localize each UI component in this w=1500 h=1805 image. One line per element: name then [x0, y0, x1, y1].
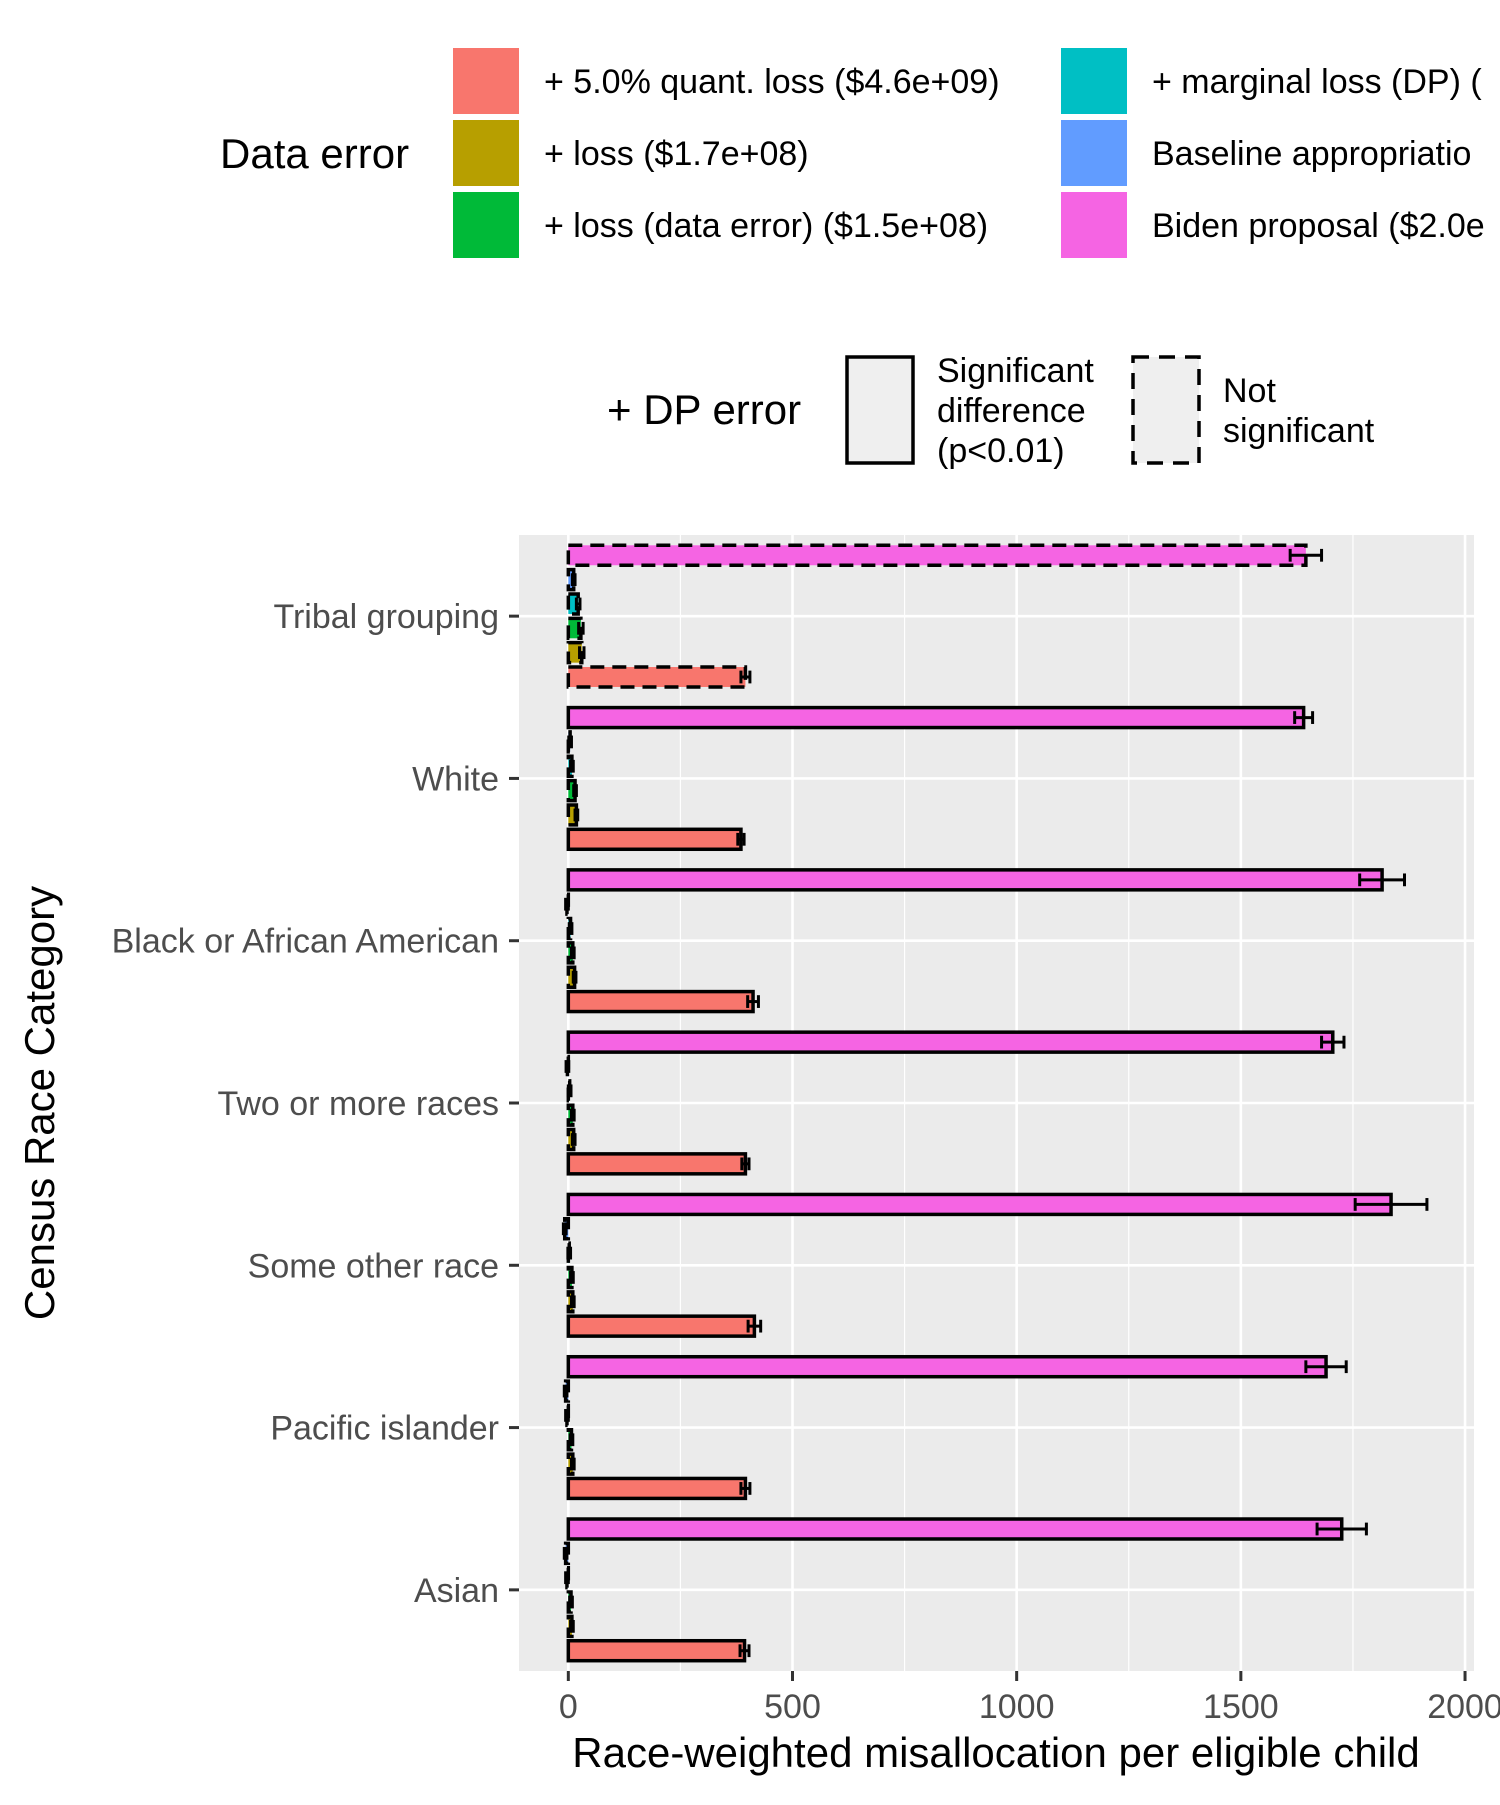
bar [566, 868, 1384, 892]
legend-swatch [451, 118, 521, 188]
bar [566, 827, 743, 852]
x-tick-label: 0 [559, 1688, 578, 1726]
bar [566, 1476, 748, 1501]
y-tick-label: Pacific islander [270, 1410, 499, 1448]
legend-label: Baseline appropriatio [1152, 135, 1471, 173]
legend-label: + loss (data error) ($1.5e+08) [544, 207, 988, 245]
linetype-swatch [1131, 355, 1201, 465]
x-tick-label: 2000 [1427, 1688, 1500, 1726]
y-tick-label: Two or more races [217, 1085, 499, 1123]
x-axis: 0 500 1000 1500 2000 [559, 1671, 1500, 1726]
legend-label: + 5.0% quant. loss ($4.6e+09) [544, 63, 1000, 101]
bar [566, 1638, 747, 1663]
legend-label: + loss ($1.7e+08) [544, 135, 809, 173]
y-axis-label: Census Race Category [16, 886, 63, 1320]
bar [566, 989, 755, 1014]
linetype-label: Significant [937, 352, 1094, 390]
fill-legend-title: Data error [220, 130, 409, 177]
x-tick-label: 1500 [1203, 1688, 1279, 1726]
linetype-label: difference [937, 392, 1086, 430]
y-tick-label: Tribal grouping [273, 598, 499, 636]
bar [566, 1314, 757, 1338]
linetype-label: significant [1223, 412, 1375, 450]
y-axis: Tribal grouping White Black or African Ame… [112, 598, 519, 1610]
legend-swatch [1059, 190, 1129, 260]
linetype-legend: + DP error Significantdifference(p<0.01)… [607, 352, 1375, 470]
bar [566, 965, 577, 989]
y-tick-label: Black or African American [112, 923, 499, 961]
y-tick-label: White [412, 760, 499, 798]
legend-label: + marginal loss (DP) ( [1152, 63, 1482, 101]
x-axis-label: Race-weighted misallocation per eligible… [572, 1729, 1419, 1776]
bar [566, 1517, 1344, 1541]
bar [566, 803, 579, 827]
bar [566, 543, 1308, 568]
bar [566, 1030, 1335, 1054]
legend-swatch [1059, 118, 1129, 188]
legend-swatch [451, 46, 521, 116]
bar [566, 1152, 748, 1176]
y-tick-label: Asian [414, 1572, 499, 1610]
bar [566, 705, 1306, 730]
bar [566, 778, 577, 803]
y-tick-label: Some other race [248, 1247, 499, 1285]
legend-swatch [451, 190, 521, 260]
x-tick-label: 500 [764, 1688, 821, 1726]
legend-label: Biden proposal ($2.0e [1152, 207, 1485, 245]
linetype-label: (p<0.01) [937, 432, 1065, 470]
legend-swatch [1059, 46, 1129, 116]
bar [566, 1192, 1393, 1217]
bar [566, 592, 580, 616]
linetype-swatch [845, 355, 915, 465]
fill-legend: Data error + 5.0% quant. loss ($4.6e+09)… [220, 46, 1485, 260]
linetype-legend-title: + DP error [607, 386, 801, 433]
bars [561, 543, 1429, 1663]
linetype-label: Not [1223, 372, 1276, 410]
bar [566, 665, 748, 689]
bar [566, 1354, 1328, 1379]
x-tick-label: 1000 [979, 1688, 1055, 1726]
